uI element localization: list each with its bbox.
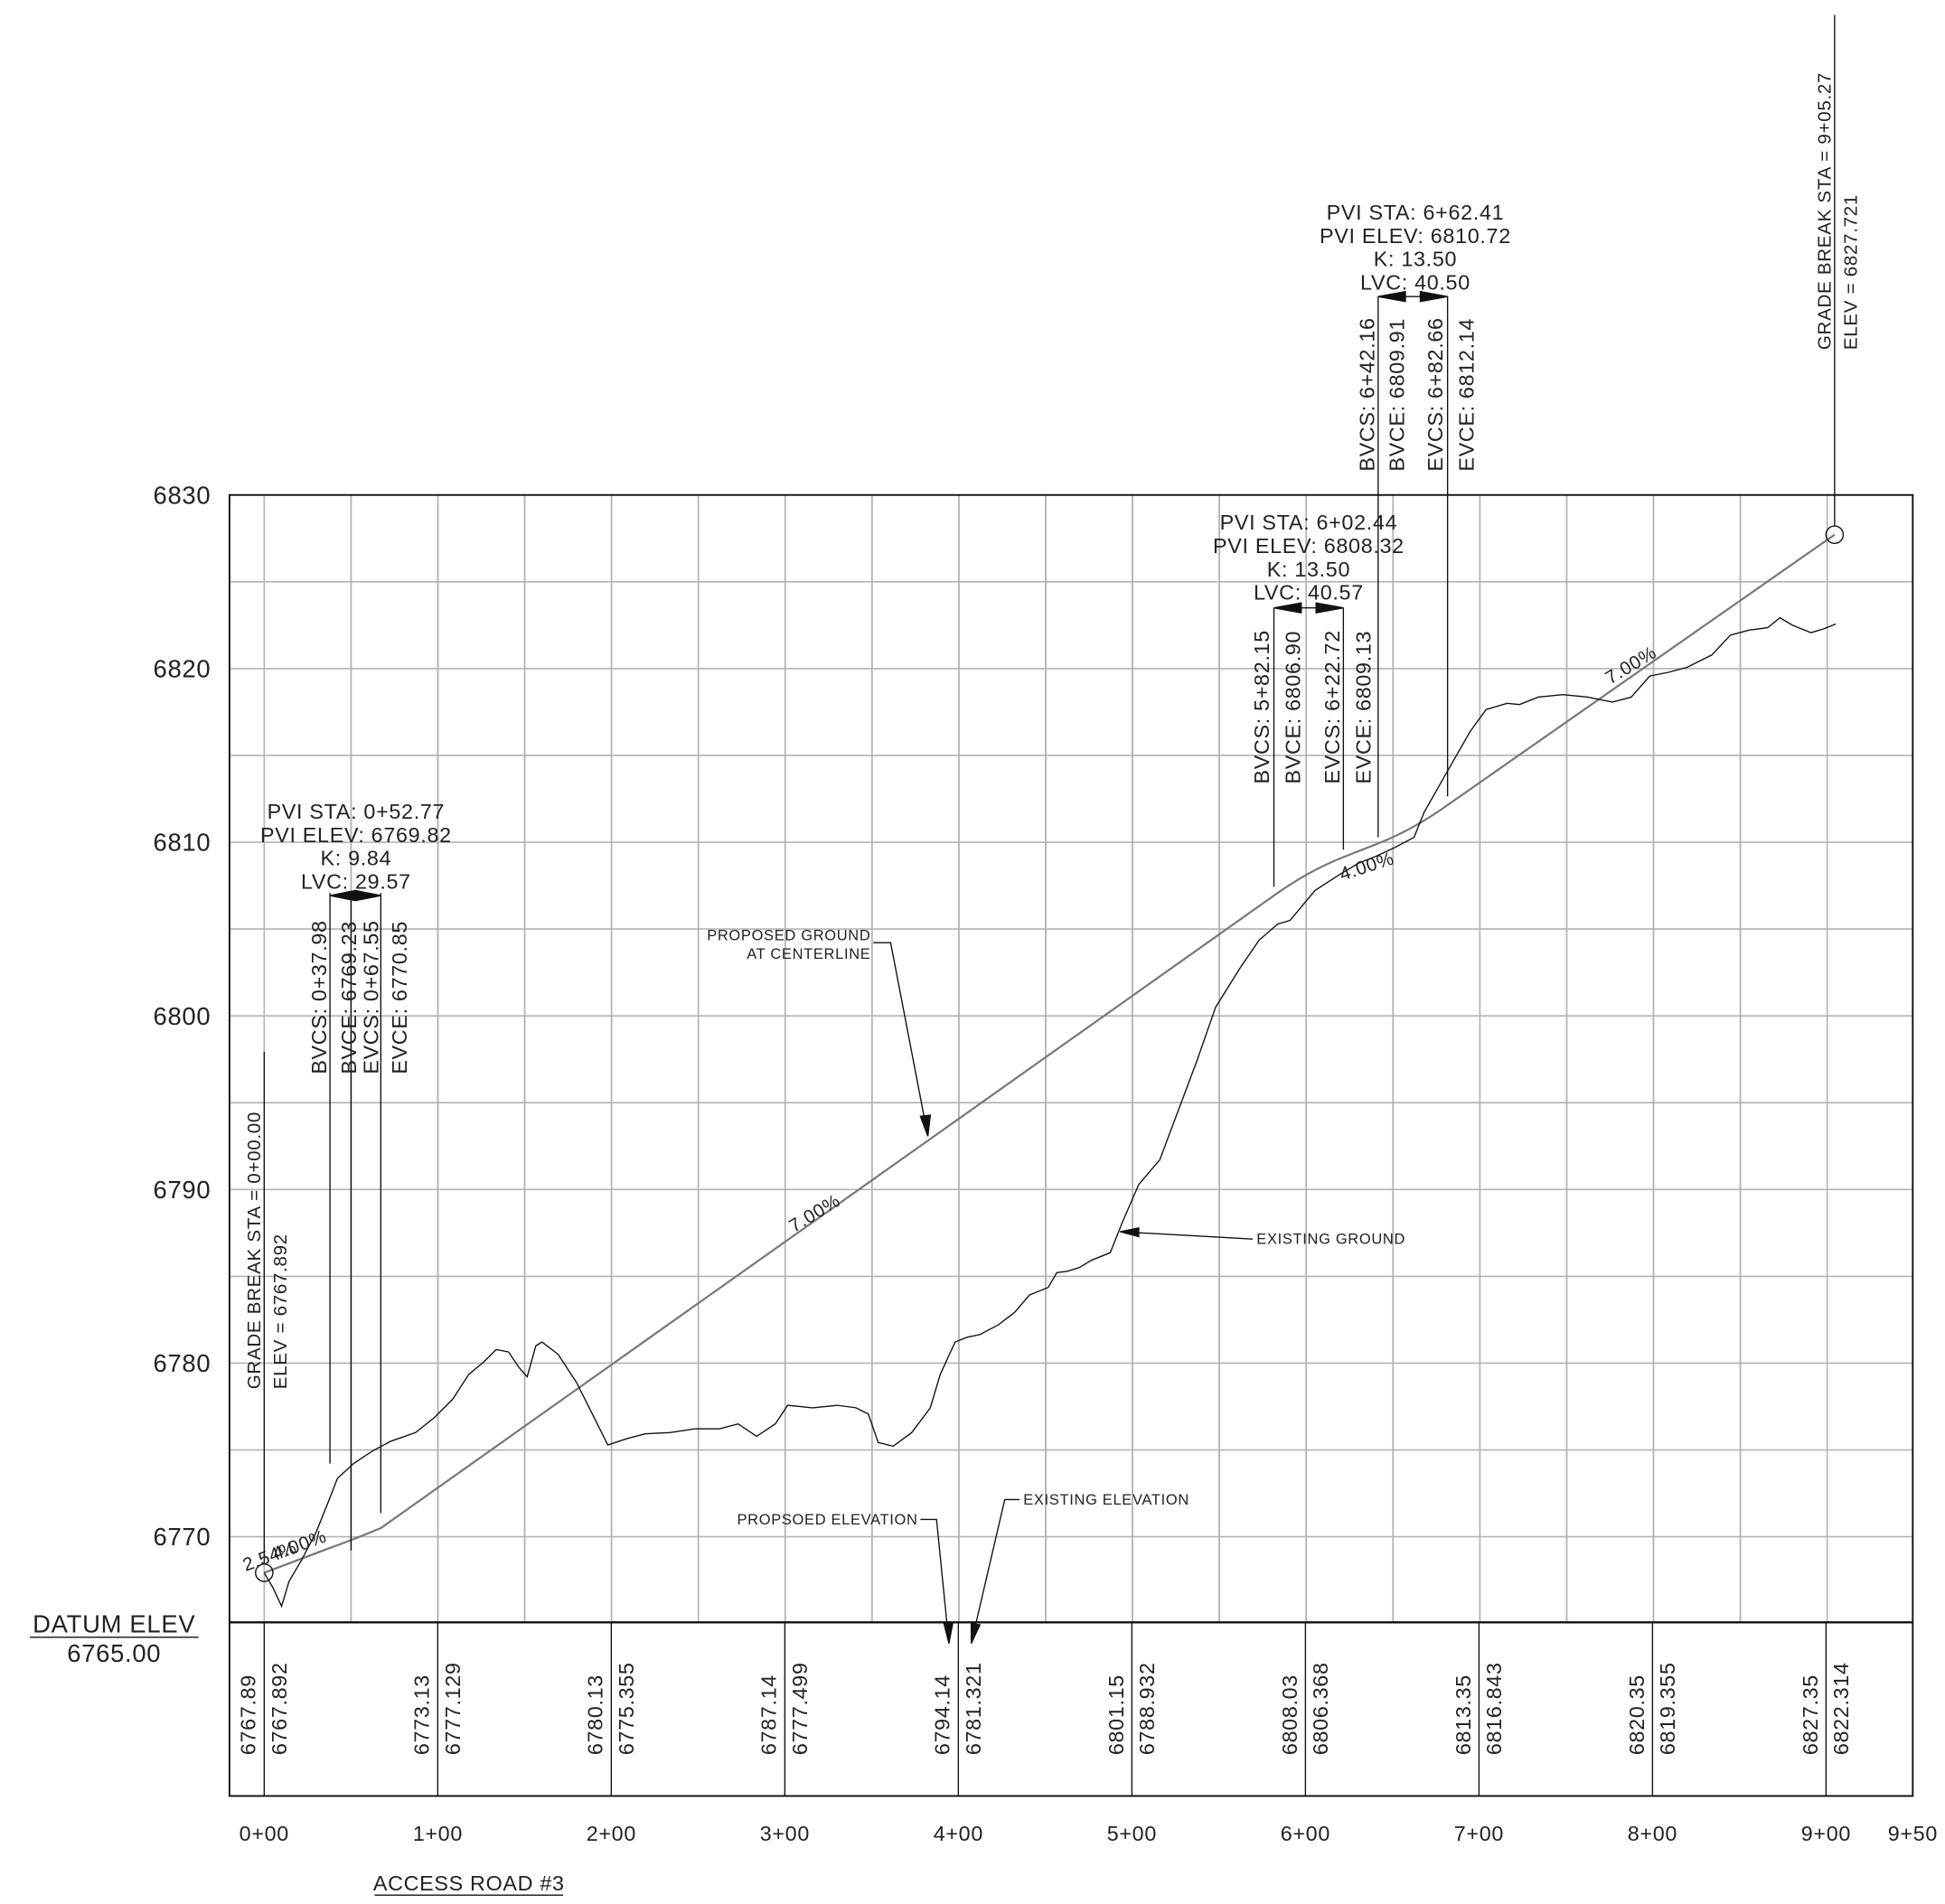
- station-label: 8+00: [1628, 1822, 1677, 1845]
- pvi-label: PVI STA: 0+52.77: [268, 800, 446, 823]
- existing-elevation: 6788.932: [1135, 1662, 1159, 1755]
- proposed-elevation: 6794.14: [931, 1674, 954, 1755]
- station-label: 7+00: [1454, 1822, 1504, 1845]
- grade-break-elev: ELEV = 6767.892: [270, 1233, 291, 1389]
- curve-point-label: EVCS: 0+67.55: [360, 920, 383, 1074]
- callout: PROPOSED GROUND: [707, 927, 870, 943]
- curve-point-label: EVCE: 6809.13: [1352, 631, 1376, 784]
- frame: [228, 493, 1914, 1797]
- curve-markers: [329, 290, 1449, 1551]
- station-label: 9+50: [1888, 1822, 1938, 1845]
- existing-elevation: 6777.129: [441, 1662, 465, 1755]
- station-label: 0+00: [240, 1822, 289, 1845]
- title: ACCESS ROAD #3: [373, 1871, 565, 1895]
- existing-elevation: 6822.314: [1829, 1662, 1853, 1755]
- grade-break-station: GRADE BREAK STA = 9+05.27: [1815, 72, 1836, 350]
- pvi-label: K: 13.50: [1374, 248, 1457, 271]
- proposed-elevation: 6773.13: [410, 1674, 434, 1755]
- station-label: 5+00: [1107, 1822, 1157, 1845]
- elevation-label: 6770: [154, 1523, 211, 1551]
- elevation-label: 6810: [154, 829, 211, 857]
- curve-point-label: BVCE: 6806.90: [1281, 631, 1304, 784]
- pvi-label: PVI ELEV: 6810.72: [1320, 224, 1511, 248]
- existing-elevation: 6775.355: [615, 1662, 638, 1755]
- existing-elevation: 6767.892: [268, 1662, 291, 1755]
- proposed-elevation: 6808.03: [1278, 1674, 1301, 1755]
- existing-elevation: 6781.321: [962, 1662, 985, 1755]
- station-label: 6+00: [1281, 1822, 1330, 1845]
- grade-break-marks: [255, 14, 1845, 1796]
- callout: AT CENTERLINE: [747, 946, 870, 962]
- curve-point-label: EVCE: 6770.85: [388, 921, 411, 1074]
- grade-break-elev: ELEV = 6827.721: [1841, 194, 1862, 350]
- station-label: 3+00: [760, 1822, 810, 1845]
- station-label: 2+00: [587, 1822, 636, 1845]
- elevation-label: 6790: [154, 1176, 211, 1204]
- curve-point-label: BVCS: 0+37.98: [307, 920, 331, 1074]
- pvi-label: PVI STA: 6+02.44: [1220, 511, 1398, 534]
- existing-elevation: 6819.355: [1656, 1662, 1679, 1755]
- existing-elevation: 6777.499: [788, 1662, 812, 1755]
- proposed-ground: [263, 533, 1836, 1574]
- pvi-label: LVC: 29.57: [301, 869, 411, 893]
- proposed-elevation: 6820.35: [1625, 1674, 1649, 1755]
- pvi-label: LVC: 40.50: [1360, 270, 1470, 294]
- curve-point-label: BVCS: 5+82.15: [1250, 630, 1273, 783]
- proposed-elevation: 6787.14: [757, 1674, 781, 1755]
- grade-label: 7.00%: [1602, 642, 1660, 689]
- pvi-label: PVI ELEV: 6808.32: [1213, 534, 1405, 558]
- existing-ground: [263, 616, 1837, 1609]
- grade-label: 4.00%: [1337, 848, 1396, 885]
- grade-label: 7.00%: [785, 1190, 844, 1237]
- pvi-label: K: 9.84: [321, 847, 392, 870]
- pvi-label: PVI STA: 6+62.41: [1327, 201, 1505, 224]
- callout: EXISTING ELEVATION: [1023, 1492, 1189, 1508]
- callout: EXISTING GROUND: [1256, 1232, 1405, 1248]
- curve-point-label: EVCS: 6+82.66: [1424, 317, 1447, 471]
- station-label: 1+00: [413, 1822, 463, 1845]
- existing-elevation: 6816.843: [1482, 1662, 1506, 1755]
- proposed-elevation: 6813.35: [1452, 1674, 1475, 1755]
- station-label: 4+00: [934, 1822, 983, 1845]
- curve-point-label: EVCE: 6812.14: [1454, 318, 1478, 472]
- proposed-elevation: 6780.13: [584, 1674, 607, 1755]
- pvi-label: K: 13.50: [1267, 558, 1350, 581]
- curve-point-label: EVCS: 6+22.72: [1320, 630, 1344, 783]
- elevation-label: 6830: [154, 481, 211, 509]
- proposed-elevation: 6827.35: [1799, 1674, 1822, 1755]
- leaders: [873, 942, 1254, 1644]
- datum-label: DATUM ELEV: [33, 1609, 195, 1637]
- elevation-label: 6820: [154, 655, 211, 683]
- station-label: 9+00: [1801, 1822, 1851, 1845]
- callout: PROPSOED ELEVATION: [738, 1512, 918, 1528]
- datum-value: 6765.00: [67, 1639, 161, 1667]
- grid: [229, 494, 1913, 1623]
- proposed-elevation: 6801.15: [1104, 1674, 1128, 1755]
- pvi-label: PVI ELEV: 6769.82: [260, 823, 452, 847]
- pvi-label: LVC: 40.57: [1254, 581, 1364, 605]
- grade-break-station: GRADE BREAK STA = 0+00.00: [244, 1111, 265, 1389]
- proposed-elevation: 6767.89: [237, 1674, 260, 1755]
- existing-elevation: 6806.368: [1309, 1662, 1332, 1755]
- elevation-label: 6780: [154, 1349, 211, 1377]
- curve-point-label: BVCE: 6769.23: [337, 921, 361, 1074]
- elevation-label: 6800: [154, 1002, 211, 1030]
- curve-point-label: BVCS: 6+42.16: [1356, 317, 1379, 471]
- curve-point-label: BVCE: 6809.91: [1386, 318, 1409, 472]
